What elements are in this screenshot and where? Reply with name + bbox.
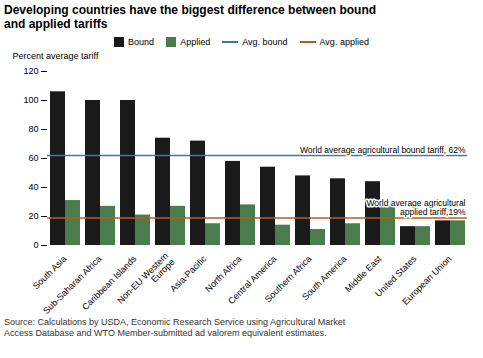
html-text:Avg. applied: Avg. applied: [319, 36, 369, 47]
svg-text:Percent average tariff: Percent average tariff: [13, 51, 99, 61]
html-text:Source: Calculations by USDA,: Source: Calculations by USDA, Economic R…: [4, 316, 346, 338]
html-text:Avg. bound: Avg. bound: [242, 36, 288, 47]
svg-text:20: 20: [28, 211, 38, 221]
svg-text:United States: United States: [373, 253, 419, 299]
svg-text:Middle East: Middle East: [343, 253, 384, 294]
svg-text:South America: South America: [300, 253, 348, 301]
html-text:Applied: Applied: [180, 36, 211, 47]
svg-text:Southern Africa: Southern Africa: [262, 253, 314, 305]
svg-text:120: 120: [23, 66, 38, 76]
svg-text:South Asia: South Asia: [31, 253, 68, 290]
svg-text:100: 100: [23, 95, 38, 105]
svg-text:North Africa: North Africa: [203, 253, 244, 294]
svg-text:Central America: Central America: [226, 253, 279, 306]
svg-text:European Union: European Union: [400, 253, 453, 306]
svg-text:Non-EU WesternEurope: Non-EU WesternEurope: [115, 250, 176, 311]
svg-text:40: 40: [28, 182, 38, 192]
html-text:Bound: Bound: [128, 36, 155, 47]
svg-text:Asia-Pacific: Asia-Pacific: [168, 253, 209, 294]
svg-text:World average agricultural bou: World average agricultural bound tariff,…: [300, 144, 466, 154]
svg-text:Sub-Saharan Africa: Sub-Saharan Africa: [41, 253, 103, 315]
svg-text:80: 80: [28, 124, 38, 134]
svg-text:0: 0: [33, 240, 38, 250]
svg-text:60: 60: [28, 153, 38, 163]
svg-text:Caribbean Islands: Caribbean Islands: [80, 253, 139, 312]
html-text:Developing countries have the: Developing countries have the biggest di…: [4, 3, 377, 32]
svg-text:World average agriculturalappl: World average agriculturalapplied tariff…: [366, 198, 465, 217]
